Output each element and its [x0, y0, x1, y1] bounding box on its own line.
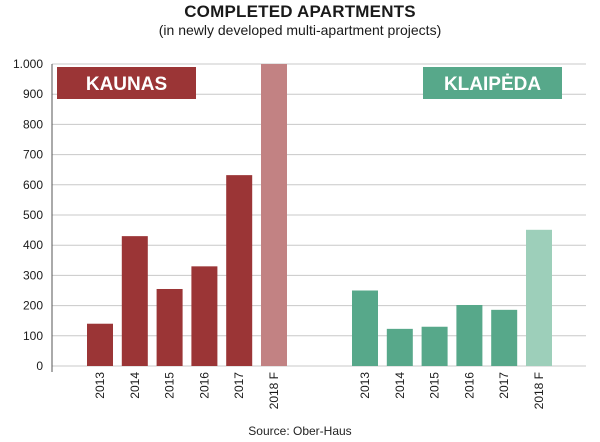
kaunas-x-tick-label: 2016 [197, 372, 211, 399]
y-tick-label: 600 [23, 178, 43, 192]
klaipeda-x-tick-label: 2015 [428, 372, 442, 399]
klaipeda-bar [491, 309, 518, 366]
klaipeda-x-tick-label: 2014 [393, 372, 407, 399]
klaipeda-x-tick-label: 2017 [497, 372, 511, 399]
kaunas-x-tick-label: 2013 [93, 372, 107, 399]
kaunas-bar [121, 236, 148, 366]
kaunas-label: KAUNAS [86, 74, 167, 95]
y-tick-label: 200 [23, 299, 43, 313]
source-note: Source: Ober-Haus [248, 424, 352, 438]
y-tick-label: 0 [36, 359, 43, 373]
kaunas-label-box [57, 67, 196, 99]
klaipeda-bar [456, 304, 483, 366]
klaipeda-label: KLAIPĖDA [444, 74, 541, 95]
klaipeda-bar [352, 290, 378, 366]
klaipeda-label-box [423, 67, 562, 99]
kaunas-bar [156, 288, 183, 366]
y-tick-label: 700 [23, 148, 43, 162]
kaunas-bar [226, 175, 253, 366]
y-tick-label: 400 [23, 238, 43, 252]
kaunas-x-tick-label: 2017 [232, 372, 246, 399]
y-tick-label: 500 [23, 208, 43, 222]
y-tick-label: 100 [23, 329, 43, 343]
klaipeda-x-tick-label: 2018 F [532, 372, 546, 409]
kaunas-x-tick-label: 2014 [128, 372, 142, 399]
kaunas-x-tick-label: 2018 F [267, 372, 281, 409]
klaipeda-bar [421, 326, 448, 366]
chart-subtitle: (in newly developed multi-apartment proj… [158, 22, 442, 38]
kaunas-bar [261, 64, 287, 366]
kaunas-bar [191, 266, 218, 366]
y-tick-label: 1.000 [13, 57, 43, 71]
kaunas-x-tick-label: 2015 [163, 372, 177, 399]
y-tick-label: 300 [23, 268, 43, 282]
klaipeda-bar [526, 229, 552, 366]
kaunas-bar [87, 323, 113, 366]
y-tick-label: 800 [23, 117, 43, 131]
chart-title: COMPLETED APARTMENTS [184, 2, 416, 21]
klaipeda-x-tick-label: 2016 [462, 372, 476, 399]
klaipeda-x-tick-label: 2013 [358, 372, 372, 399]
y-tick-label: 900 [23, 87, 43, 101]
klaipeda-bar [386, 328, 413, 366]
